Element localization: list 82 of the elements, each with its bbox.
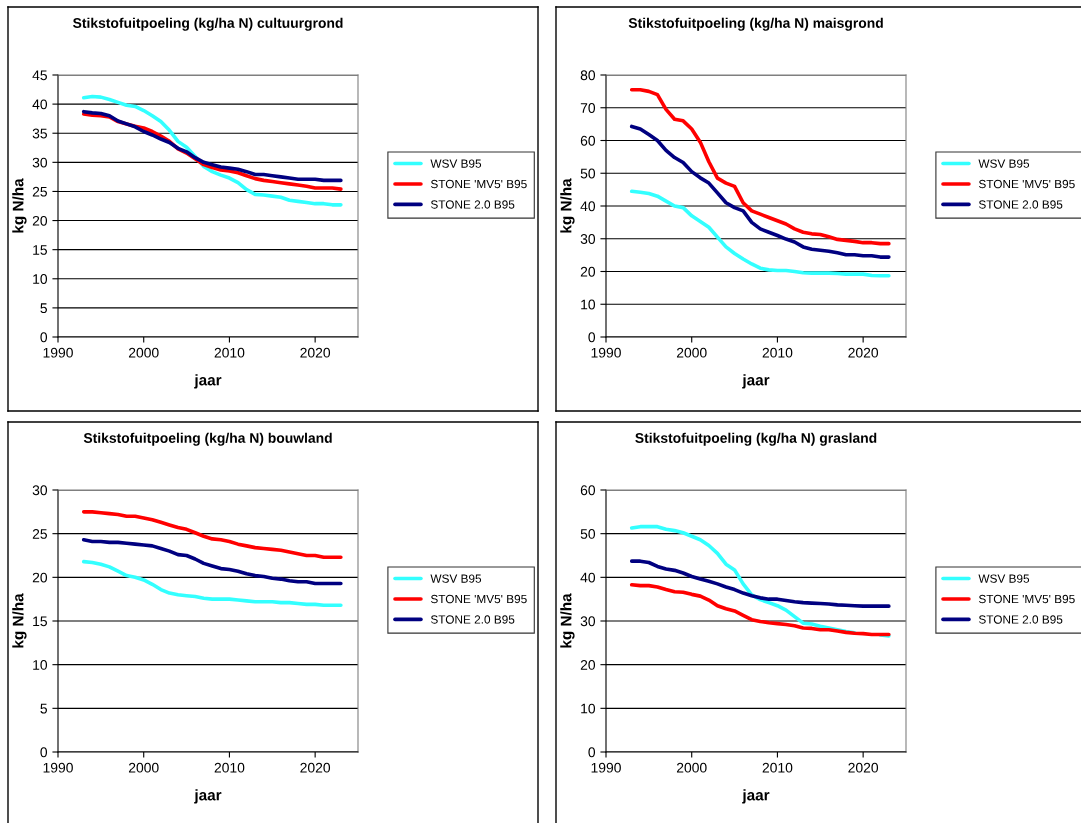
y-tick-label: 0 [40,747,48,758]
y-tick-label: 60 [580,485,596,496]
y-axis-title: kg N/ha [12,593,27,648]
y-tick-label: 60 [580,135,596,146]
legend-label: STONE 'MV5' B95 [978,594,1075,604]
y-tick-label: 70 [580,103,596,113]
line-series [81,94,343,207]
x-axis-title: jaar [194,374,222,389]
y-axis-title: kg N/ha [560,178,575,233]
line-series [81,537,343,586]
y-axis-title: kg N/ha [560,593,575,648]
x-tick-label: 1990 [591,762,621,773]
x-tick-label: 2010 [214,762,245,773]
chart-title: Stikstofuitpoeling (kg/ha N) maisgrond [628,17,883,31]
y-tick-label: 45 [32,70,47,81]
x-axis-title: jaar [742,789,770,804]
y-tick-label: 40 [580,572,596,583]
y-tick-label: 5 [40,703,47,714]
x-tick-label: 1990 [43,347,73,358]
y-tick-label: 20 [32,215,48,226]
x-tick-label: 2020 [848,347,879,358]
x-tick-label: 2000 [128,347,159,358]
line-series [629,124,891,259]
x-tick-label: 2010 [762,762,793,773]
legend-label: WSV B95 [978,159,1030,168]
legend-label: WSV B95 [430,159,482,168]
chart-title: Stikstofuitpoeling (kg/ha N) cultuurgrond [73,17,343,31]
line-series [629,559,891,608]
x-tick-label: 2020 [848,762,879,773]
legend-label: STONE 2.0 B95 [430,615,515,624]
y-tick-label: 10 [581,299,596,310]
chart-title: Stikstofuitpoeling (kg/ha N) grasland [635,432,877,446]
line-series [81,510,343,560]
x-tick-label: 2000 [128,762,159,773]
line-series [629,189,891,278]
y-tick-label: 20 [580,660,596,670]
y-tick-label: 30 [580,234,596,244]
line-series [629,582,891,637]
legend-label: STONE 2.0 B95 [978,615,1063,624]
y-tick-label: 15 [33,245,47,255]
legend-label: WSV B95 [430,574,482,583]
legend-label: WSV B95 [978,574,1030,583]
line-series [629,87,891,246]
y-tick-label: 10 [581,703,596,714]
y-tick-label: 10 [33,660,48,670]
y-tick-label: 40 [32,99,48,110]
legend-label: STONE 'MV5' B95 [430,179,527,189]
y-tick-label: 30 [32,157,48,168]
y-tick-label: 0 [588,332,596,343]
y-tick-label: 20 [580,266,596,277]
y-tick-label: 50 [580,168,596,179]
chart-title: Stikstofuitpoeling (kg/ha N) bouwland [83,432,332,446]
y-tick-label: 35 [32,128,47,139]
y-axis-title: kg N/ha [12,178,27,233]
x-tick-label: 1990 [43,762,73,773]
y-tick-label: 25 [32,529,47,539]
x-tick-label: 2010 [214,347,245,358]
y-tick-label: 50 [580,529,596,539]
y-tick-label: 0 [40,332,48,343]
y-tick-label: 40 [580,201,596,212]
x-tick-label: 1990 [591,347,621,358]
y-tick-label: 80 [580,70,596,81]
y-tick-label: 5 [40,303,47,314]
y-tick-label: 15 [33,616,47,627]
legend-label: STONE 'MV5' B95 [430,594,527,604]
y-tick-label: 30 [580,616,596,627]
y-tick-label: 0 [588,747,596,758]
x-axis-title: jaar [194,789,222,804]
y-tick-label: 25 [32,186,47,197]
x-tick-label: 2020 [300,347,331,358]
x-tick-label: 2000 [676,762,707,773]
x-tick-label: 2020 [300,762,331,773]
legend-label: STONE 2.0 B95 [430,200,515,209]
legend-label: STONE 2.0 B95 [978,200,1063,209]
x-tick-label: 2010 [762,347,793,358]
y-tick-label: 30 [32,485,48,496]
legend-label: STONE 'MV5' B95 [978,179,1075,189]
y-tick-label: 10 [33,274,48,284]
line-series [81,559,343,608]
x-axis-title: jaar [742,374,770,389]
x-tick-label: 2000 [676,347,707,358]
y-tick-label: 20 [32,572,48,583]
